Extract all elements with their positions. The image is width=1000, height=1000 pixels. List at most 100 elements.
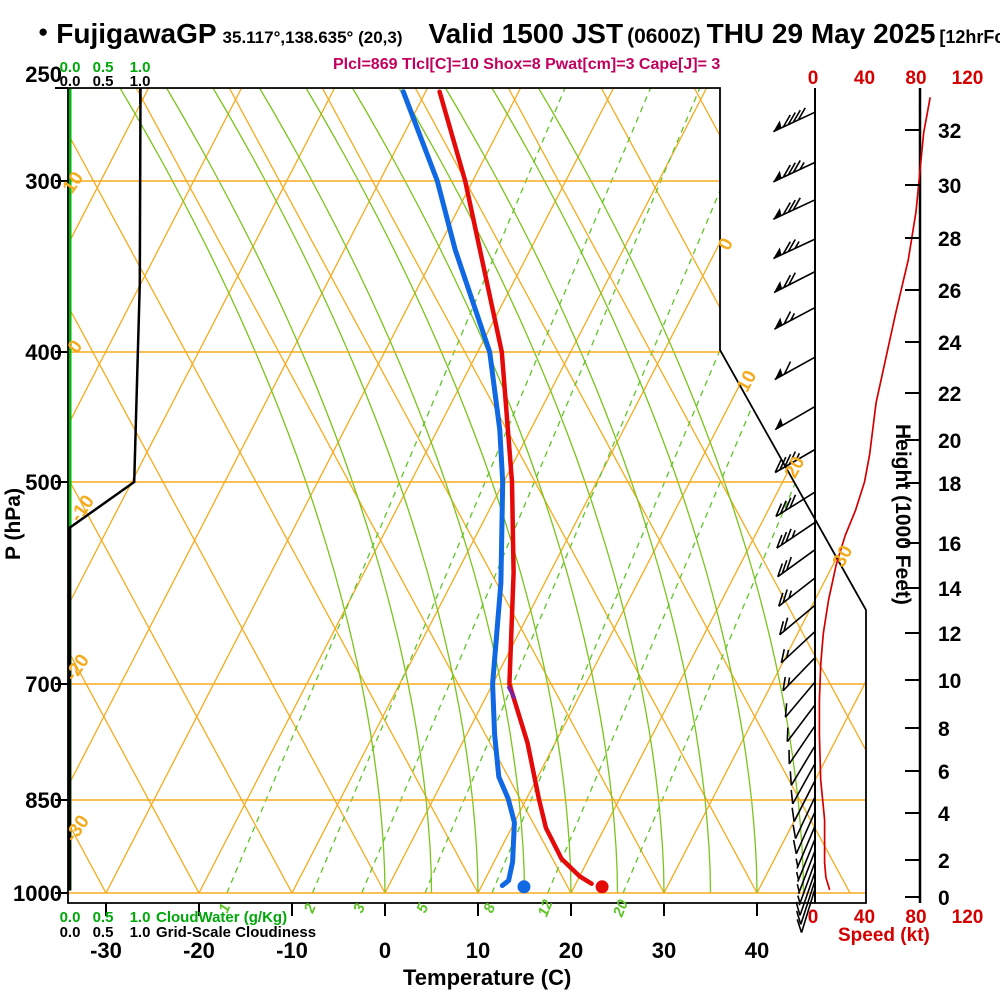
wind-barb-feather bbox=[780, 648, 786, 664]
wind-barb-pennant bbox=[774, 317, 783, 330]
wind-barb-feather bbox=[783, 617, 789, 632]
temperature-tick-label: 0 bbox=[379, 938, 391, 963]
pressure-tick-label: 250 bbox=[25, 62, 62, 87]
cloudwater-scale-tick-bottom: 0.5 bbox=[93, 909, 114, 926]
wind-barb-staff bbox=[775, 491, 816, 518]
height-axis-label: Height (1000 Feet) bbox=[891, 424, 914, 605]
isotherm-edge-label: 0 bbox=[714, 235, 738, 254]
pressure-tick-label: 400 bbox=[25, 340, 62, 365]
isotherm-line bbox=[105, 88, 522, 894]
wind-barb-feather bbox=[792, 197, 801, 211]
wind-barb-pennant bbox=[773, 247, 782, 259]
wind-barb-feather bbox=[778, 621, 785, 635]
mixing-ratio-line bbox=[361, 88, 701, 894]
wind-barb-feather bbox=[784, 497, 792, 511]
wind-barb-staff bbox=[788, 725, 816, 765]
moist-adiabat-line bbox=[258, 88, 526, 894]
wind-barb-feather bbox=[789, 771, 793, 786]
dry-adiabat-line bbox=[507, 88, 866, 894]
wind-barb-feather bbox=[783, 274, 792, 288]
pressure-tick-label: 850 bbox=[25, 788, 62, 813]
wind-barb-feather bbox=[792, 160, 801, 173]
wind-barb-pennant bbox=[773, 170, 782, 182]
wind-barb-feather bbox=[792, 839, 798, 854]
height-tick-label: 2 bbox=[938, 850, 950, 873]
wind-barb-staff bbox=[774, 405, 816, 431]
temperature-tick-label: -10 bbox=[276, 938, 308, 963]
wind-barb-staff bbox=[794, 796, 816, 839]
cloudwater-scale-tick-bottom: 1.0 bbox=[130, 909, 151, 926]
isotherm-line bbox=[291, 88, 708, 894]
wind-barb-staff bbox=[797, 838, 816, 883]
height-tick-label: 22 bbox=[938, 383, 961, 406]
dry-adiabat-line bbox=[414, 88, 851, 894]
wind-barb-halffeather bbox=[786, 649, 790, 658]
wind-barb-feather bbox=[795, 910, 802, 925]
wind-barb-feather bbox=[783, 361, 792, 375]
plot-border bbox=[67, 87, 922, 904]
cloudwater-scale-tick-top: 0.5 bbox=[93, 59, 114, 76]
wind-barb-feather bbox=[774, 459, 782, 473]
wind-barb-feather bbox=[780, 531, 788, 546]
wind-barb-staff bbox=[800, 880, 816, 925]
height-tick-label: 18 bbox=[938, 473, 962, 496]
wind-barb-feather bbox=[779, 500, 787, 514]
wind-barb-feather bbox=[782, 202, 791, 216]
wind-barb-halffeather bbox=[795, 858, 799, 867]
dry-adiabat-edge-label: -30 bbox=[61, 812, 94, 847]
mixing-ratio-line bbox=[622, 88, 866, 894]
wind-barb-feather bbox=[792, 109, 801, 123]
moist-adiabat-line bbox=[444, 88, 712, 894]
isotherm-line bbox=[68, 88, 243, 894]
speed-tick-label-bottom: 80 bbox=[905, 907, 926, 928]
wind-barb-feather bbox=[788, 451, 797, 465]
dry-adiabat-line bbox=[68, 88, 200, 894]
wind-barb-feather bbox=[783, 311, 792, 325]
chart-title: ● FujigawaGP 35.117°,138.635° (20,3) Valid … bbox=[38, 18, 1000, 50]
wind-barb-halffeather bbox=[794, 241, 800, 249]
temperature-tick-label: -30 bbox=[90, 938, 122, 963]
wind-barb-halffeather bbox=[787, 677, 791, 686]
speed-tick-label-top: 120 bbox=[952, 68, 984, 89]
dry-adiabat-line bbox=[228, 88, 665, 894]
mixing-ratio-line bbox=[311, 88, 652, 894]
isotherm-line bbox=[198, 88, 615, 894]
dry-adiabat-line bbox=[973, 88, 1000, 893]
wind-barb-staff bbox=[790, 745, 816, 786]
wind-barb-staff bbox=[795, 811, 816, 855]
wind-barb-staff bbox=[798, 861, 816, 906]
wind-barb-staff bbox=[778, 577, 816, 607]
temperature-curve bbox=[437, 89, 594, 886]
wind-barb-feather bbox=[775, 503, 783, 517]
wind-barb-halffeather bbox=[796, 883, 801, 893]
isotherm-line bbox=[68, 88, 429, 894]
valid-time: Valid 1500 JST bbox=[428, 18, 624, 49]
valid-date: THU 29 May 2025 bbox=[706, 18, 936, 49]
wind-barb-feather bbox=[787, 112, 796, 126]
speed-tick-label-top: 40 bbox=[854, 68, 875, 89]
wind-barb-staff bbox=[782, 657, 816, 692]
cloudiness-scale-tick-bottom: 0.0 bbox=[60, 924, 81, 941]
dry-adiabat-edge-label: -20 bbox=[61, 651, 94, 686]
temperature-tick-label: -20 bbox=[183, 938, 215, 963]
wind-barb-feather bbox=[787, 162, 796, 176]
wind-barb-feather bbox=[785, 528, 792, 543]
height-tick-label: 28 bbox=[938, 228, 962, 251]
station-coords: 35.117°,138.635° (20,3) bbox=[222, 28, 403, 47]
mixing-ratio-line bbox=[424, 88, 764, 894]
height-tick-label: 20 bbox=[938, 430, 961, 453]
height-tick-label: 14 bbox=[938, 578, 962, 601]
wind-barb-staff bbox=[786, 704, 816, 743]
isotherm-line bbox=[68, 88, 150, 894]
wind-barb-feather bbox=[779, 456, 787, 471]
wind-barb-feather bbox=[782, 114, 791, 128]
wind-barb-halffeather bbox=[790, 312, 796, 321]
temperature-tick-label: 30 bbox=[652, 938, 676, 963]
wind-barb-feather bbox=[782, 241, 791, 255]
wind-barb-feather bbox=[777, 563, 784, 577]
wind-barb-feather bbox=[781, 559, 788, 574]
height-tick-label: 10 bbox=[938, 670, 961, 693]
wind-barb-feather bbox=[782, 164, 791, 178]
